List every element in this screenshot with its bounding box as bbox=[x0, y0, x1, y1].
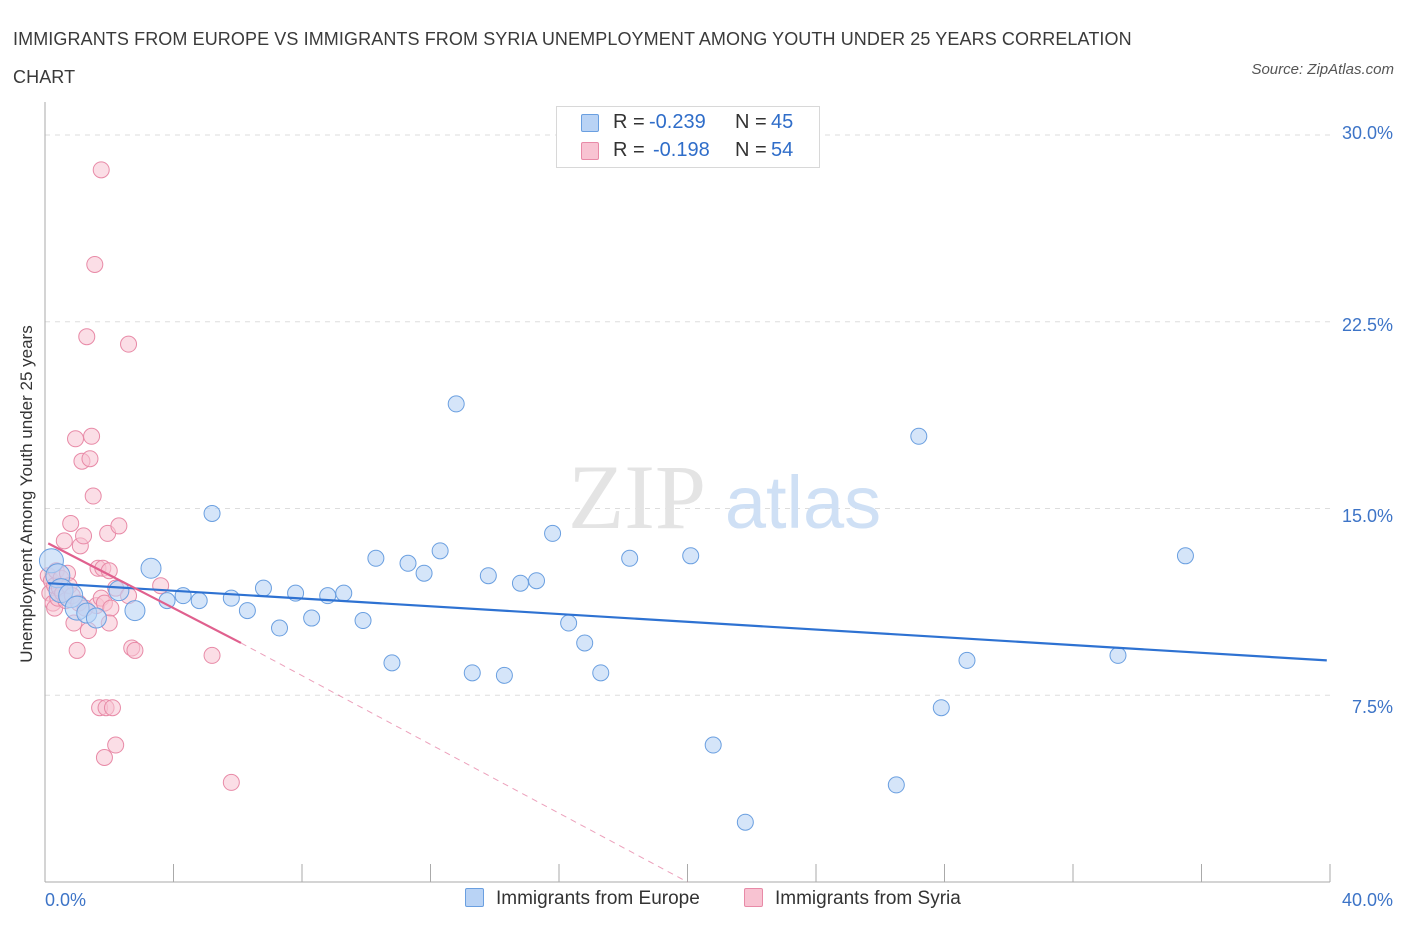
europe-point-39 bbox=[682, 547, 700, 565]
syria-point-19 bbox=[68, 641, 86, 659]
europe-point-38 bbox=[621, 549, 639, 567]
europe-point-28 bbox=[447, 395, 465, 413]
y-tick-label-22-5: 22.5% bbox=[1341, 315, 1393, 335]
syria-point-41 bbox=[100, 562, 118, 580]
europe-point-43 bbox=[910, 427, 928, 445]
europe-point-8 bbox=[124, 600, 146, 622]
europe-point-26 bbox=[415, 564, 433, 582]
europe-point-33 bbox=[528, 572, 546, 590]
europe-point-17 bbox=[271, 619, 289, 637]
watermark-atlas: atlas bbox=[725, 461, 881, 544]
syria-point-53 bbox=[203, 646, 221, 664]
europe-point-6 bbox=[85, 607, 107, 629]
syria-point-27 bbox=[81, 450, 99, 468]
bottom-legend-syria: Immigrants from Syria bbox=[744, 888, 961, 910]
y-tick-label-30: 30.0% bbox=[1341, 123, 1393, 143]
europe-point-41 bbox=[736, 813, 754, 831]
source-label: Source: ZipAtlas.com bbox=[1251, 61, 1394, 78]
europe-n-value: 45 bbox=[771, 111, 794, 133]
europe-point-10 bbox=[158, 592, 176, 610]
europe-point-46 bbox=[1109, 646, 1127, 664]
europe-series bbox=[38, 395, 1194, 831]
europe-swatch bbox=[581, 114, 599, 132]
bottom-syria-swatch bbox=[744, 888, 763, 907]
syria-point-18 bbox=[67, 430, 85, 448]
syria-point-46 bbox=[110, 517, 128, 535]
europe-point-22 bbox=[354, 612, 372, 630]
europe-point-9 bbox=[140, 557, 162, 579]
syria-point-39 bbox=[92, 161, 110, 179]
watermark: ZIP atlas bbox=[568, 446, 881, 548]
correlation-legend: R = -0.239 N = 45 R = -0.198 N = 54 bbox=[556, 106, 820, 168]
europe-point-37 bbox=[592, 664, 610, 682]
y-axis-title: Unemployment Among Youth under 25 years bbox=[17, 325, 36, 663]
syria-r-label: R = bbox=[613, 139, 645, 161]
syria-n-value: 54 bbox=[771, 139, 794, 161]
y-tick-label-7-5: 7.5% bbox=[1351, 697, 1393, 717]
bottom-syria-label: Immigrants from Syria bbox=[775, 888, 961, 909]
europe-point-44 bbox=[932, 699, 950, 717]
bottom-europe-label: Immigrants from Europe bbox=[496, 888, 700, 909]
europe-point-42 bbox=[887, 776, 905, 794]
gridlines bbox=[45, 134, 1330, 696]
syria-r-value: -0.198 bbox=[653, 139, 710, 161]
europe-point-16 bbox=[254, 579, 272, 597]
europe-trend-line bbox=[48, 582, 1327, 662]
europe-n-label: N = bbox=[735, 111, 767, 133]
europe-point-29 bbox=[463, 664, 481, 682]
europe-point-15 bbox=[238, 602, 256, 620]
syria-point-30 bbox=[86, 255, 104, 273]
syria-n-label: N = bbox=[735, 139, 767, 161]
europe-point-30 bbox=[479, 567, 497, 585]
europe-point-35 bbox=[560, 614, 578, 632]
europe-point-31 bbox=[495, 666, 513, 684]
europe-point-25 bbox=[399, 554, 417, 572]
syria-point-51 bbox=[126, 641, 144, 659]
syria-point-11 bbox=[55, 532, 73, 550]
syria-point-29 bbox=[84, 487, 102, 505]
y-tick-label-15: 15.0% bbox=[1341, 506, 1393, 526]
europe-point-32 bbox=[511, 574, 529, 592]
bottom-europe-swatch bbox=[465, 888, 484, 907]
syria-point-49 bbox=[120, 335, 138, 353]
europe-r-label: R = bbox=[613, 111, 645, 133]
syria-point-25 bbox=[78, 328, 96, 346]
trend-lines bbox=[47, 542, 1327, 883]
europe-point-13 bbox=[203, 504, 221, 522]
europe-point-36 bbox=[576, 634, 594, 652]
syria-point-54 bbox=[222, 773, 240, 791]
europe-point-27 bbox=[431, 542, 449, 560]
syria-point-15 bbox=[62, 514, 80, 532]
europe-point-23 bbox=[367, 549, 385, 567]
syria-point-40 bbox=[95, 749, 113, 766]
syria-swatch bbox=[581, 142, 599, 160]
syria-trend-line bbox=[47, 542, 242, 644]
syria-trend-extension bbox=[240, 642, 688, 883]
syria-series bbox=[39, 161, 240, 791]
syria-point-23 bbox=[75, 527, 93, 545]
europe-r-value: -0.239 bbox=[649, 111, 706, 133]
syria-point-28 bbox=[83, 427, 101, 445]
europe-point-24 bbox=[383, 654, 401, 672]
europe-point-12 bbox=[190, 592, 208, 610]
europe-point-47 bbox=[1176, 547, 1194, 565]
syria-point-47 bbox=[107, 736, 125, 754]
watermark-zip: ZIP bbox=[568, 446, 706, 548]
europe-point-34 bbox=[544, 524, 562, 542]
europe-point-45 bbox=[958, 651, 976, 669]
x-tick-label-min: 0.0% bbox=[45, 890, 87, 910]
bottom-legend-europe: Immigrants from Europe bbox=[465, 888, 700, 910]
europe-point-21 bbox=[335, 584, 353, 602]
europe-point-14 bbox=[222, 589, 240, 607]
syria-point-43 bbox=[103, 699, 121, 717]
europe-point-19 bbox=[303, 609, 321, 627]
europe-point-40 bbox=[704, 736, 722, 754]
x-tick-label-max: 40.0% bbox=[1341, 890, 1393, 910]
chart-title: IMMIGRANTS FROM EUROPE VS IMMIGRANTS FRO… bbox=[13, 29, 1132, 87]
